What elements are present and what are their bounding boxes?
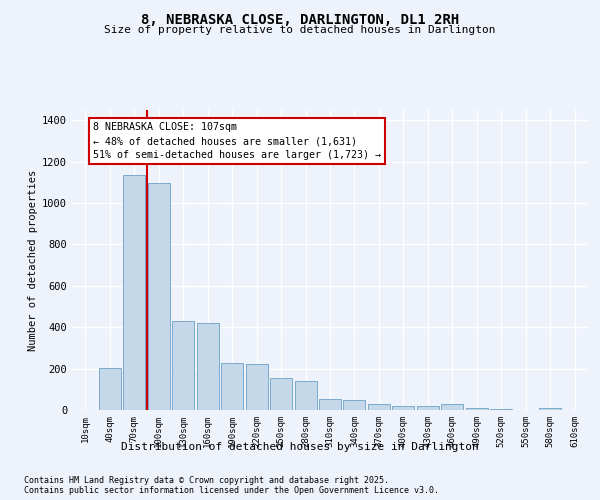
Text: Contains HM Land Registry data © Crown copyright and database right 2025.: Contains HM Land Registry data © Crown c…	[24, 476, 389, 485]
Bar	[245, 364, 268, 410]
Bar	[368, 404, 390, 410]
Bar	[539, 408, 561, 410]
Bar	[124, 175, 145, 410]
Text: Size of property relative to detached houses in Darlington: Size of property relative to detached ho…	[104, 25, 496, 35]
Y-axis label: Number of detached properties: Number of detached properties	[28, 170, 38, 350]
Bar	[319, 399, 341, 410]
Bar	[99, 368, 121, 410]
Bar	[490, 409, 512, 410]
Bar	[295, 381, 317, 410]
Bar	[441, 404, 463, 410]
Bar	[148, 184, 170, 410]
Bar	[466, 408, 488, 410]
Bar	[197, 323, 219, 410]
Text: Contains public sector information licensed under the Open Government Licence v3: Contains public sector information licen…	[24, 486, 439, 495]
Bar	[417, 406, 439, 410]
Text: 8, NEBRASKA CLOSE, DARLINGTON, DL1 2RH: 8, NEBRASKA CLOSE, DARLINGTON, DL1 2RH	[141, 12, 459, 26]
Bar	[221, 363, 243, 410]
Bar	[392, 406, 415, 410]
Text: Distribution of detached houses by size in Darlington: Distribution of detached houses by size …	[121, 442, 479, 452]
Bar	[270, 378, 292, 410]
Bar	[172, 321, 194, 410]
Text: 8 NEBRASKA CLOSE: 107sqm
← 48% of detached houses are smaller (1,631)
51% of sem: 8 NEBRASKA CLOSE: 107sqm ← 48% of detach…	[93, 122, 381, 160]
Bar	[343, 400, 365, 410]
